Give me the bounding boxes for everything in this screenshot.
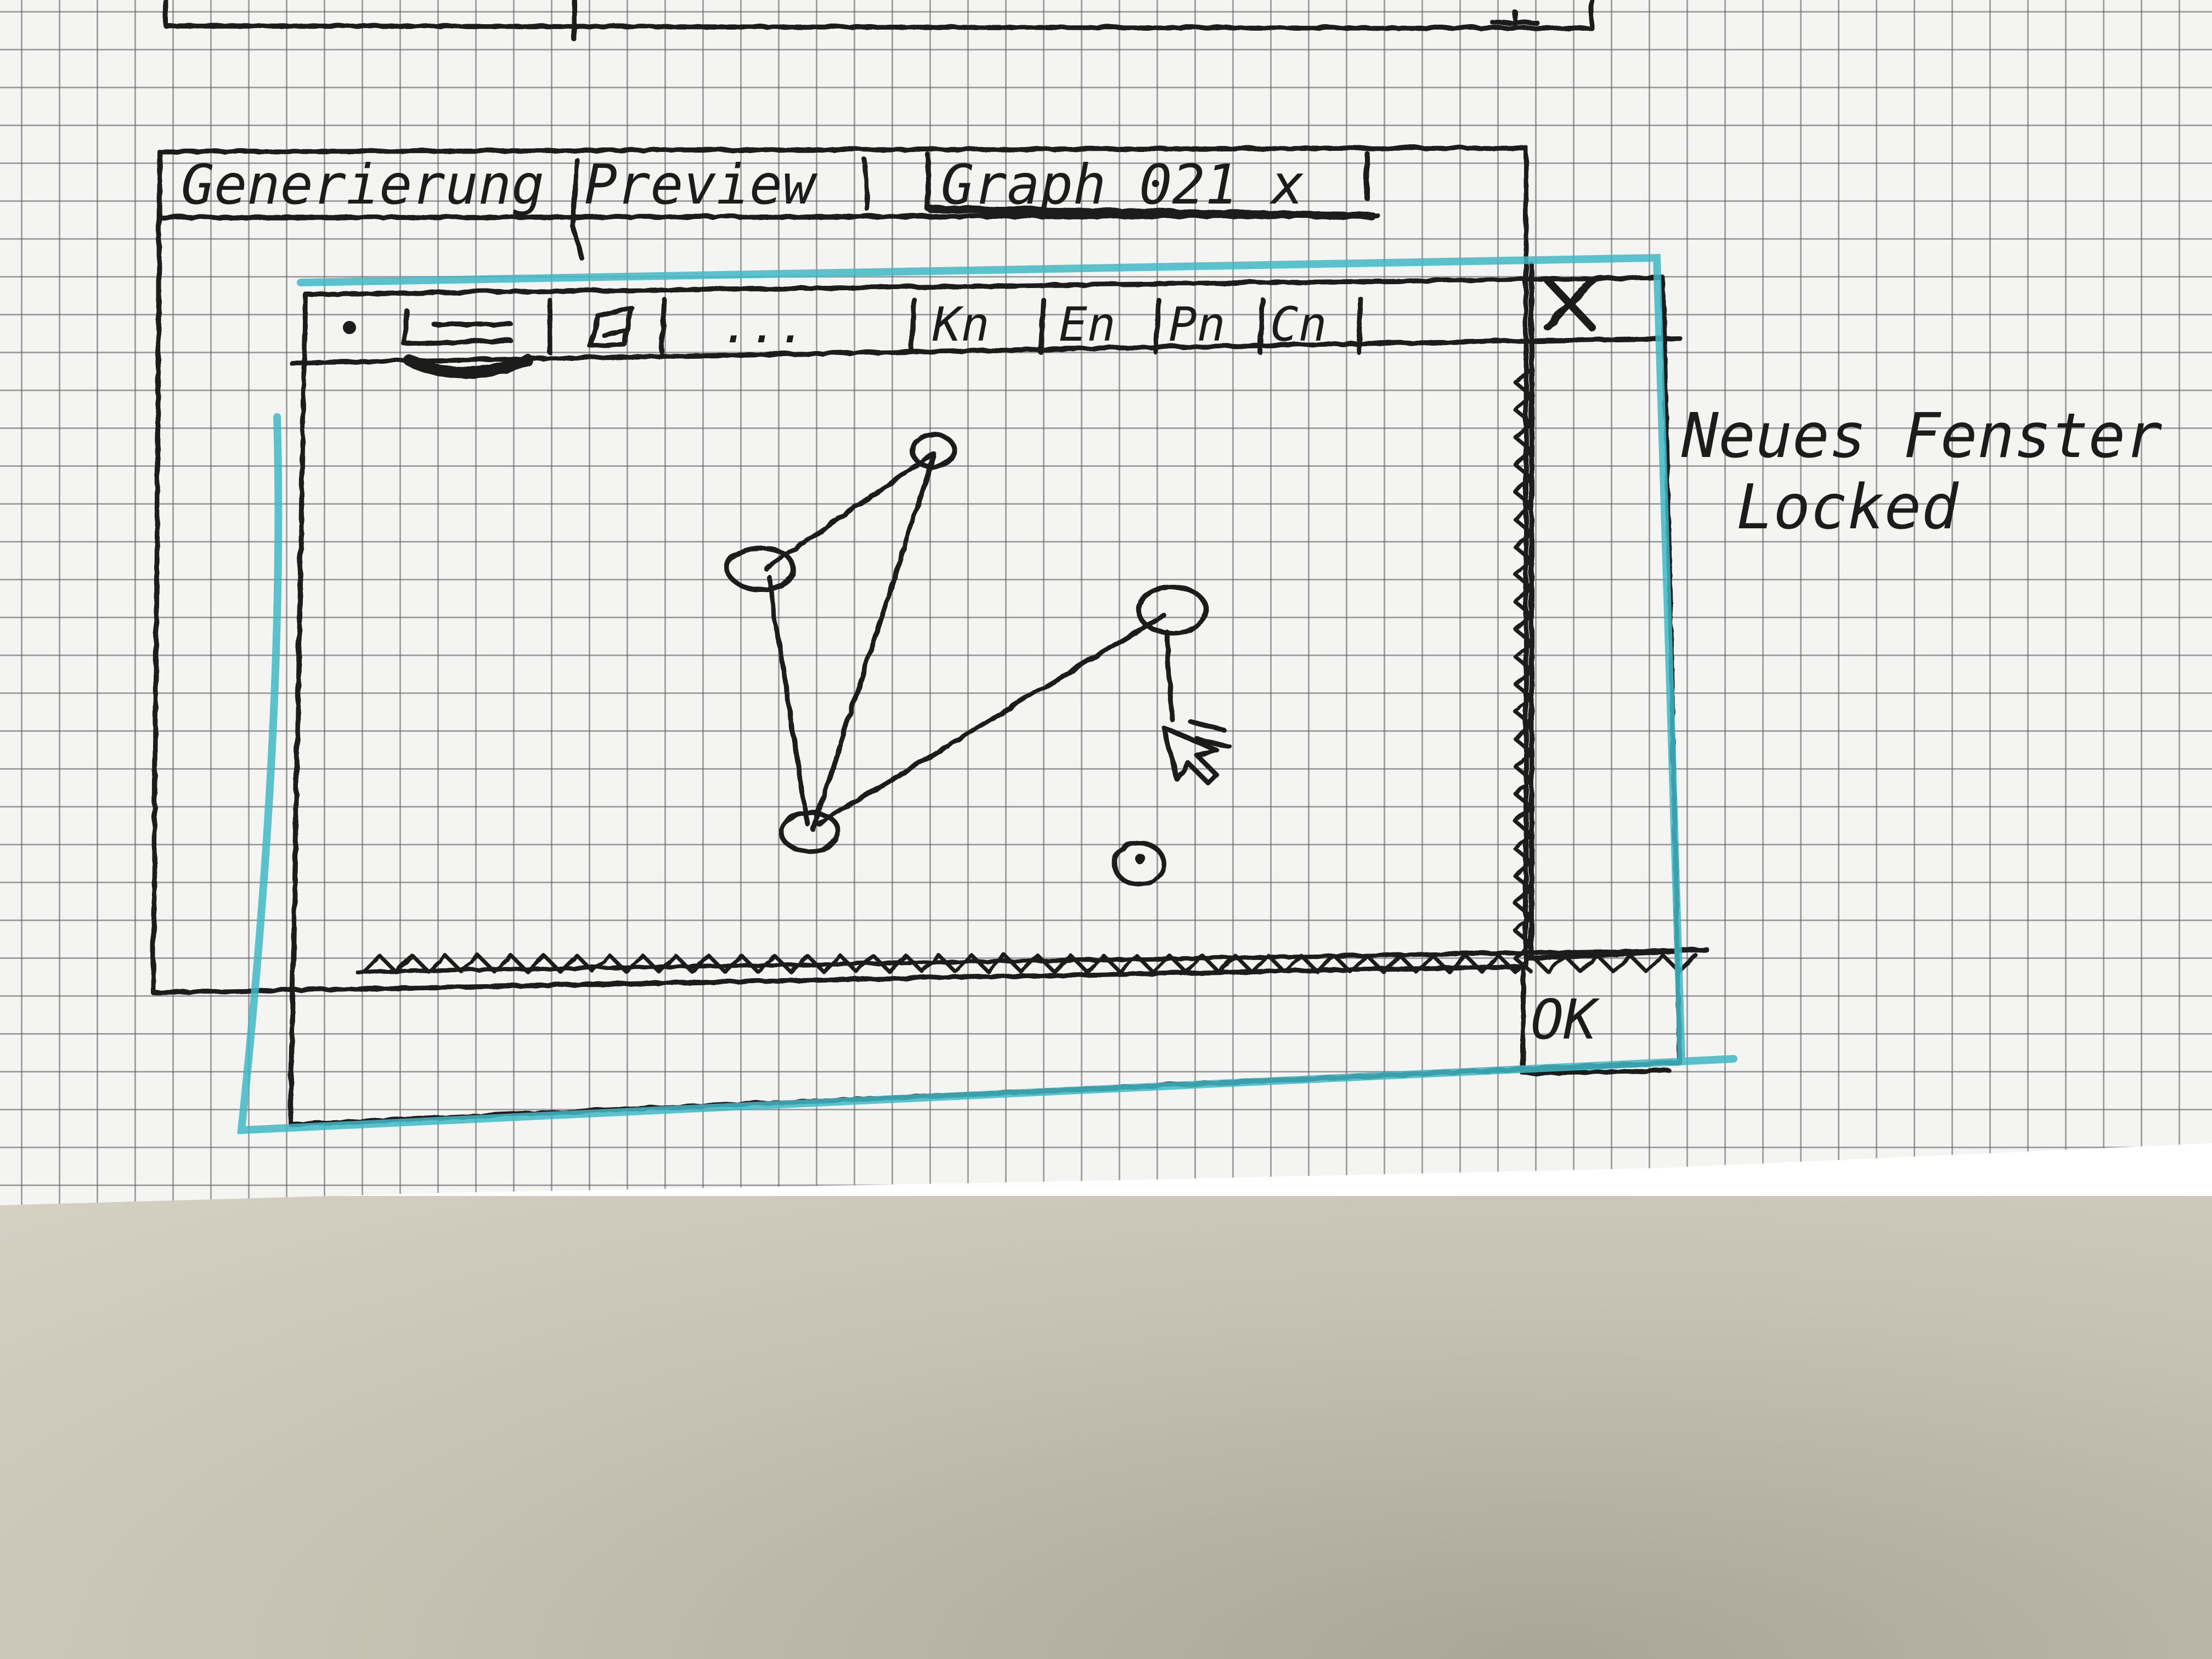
close-icon xyxy=(1543,276,1595,330)
highlight-outline xyxy=(237,253,1686,1135)
mode-en[interactable]: En xyxy=(1059,297,1116,352)
toolbar-overflow[interactable]: ... xyxy=(721,299,807,354)
dot-icon[interactable] xyxy=(343,321,356,334)
cursor-icon xyxy=(1160,719,1232,785)
note-locked: Locked xyxy=(1736,472,1959,543)
previous-frame-edge xyxy=(162,0,1594,30)
tab-preview[interactable]: Preview xyxy=(584,153,816,217)
graph-node xyxy=(724,544,795,591)
mode-cn[interactable]: Cn xyxy=(1270,297,1327,352)
graph-edge xyxy=(763,450,935,571)
graph-edge xyxy=(809,453,935,831)
close-button[interactable] xyxy=(1536,274,1602,335)
line-tool-selected-mark xyxy=(403,353,533,378)
graph-edge xyxy=(815,612,1166,826)
graph-node xyxy=(777,809,841,853)
ok-button[interactable]: OK xyxy=(1531,988,1597,1052)
active-tab-underline xyxy=(926,205,1375,219)
tab-divider-1 xyxy=(569,156,584,261)
eraser-icon xyxy=(587,304,634,348)
graph-edge xyxy=(1163,628,1174,721)
graph-node-center-dot xyxy=(1135,853,1146,864)
ok-button-bottom-line xyxy=(1520,1067,1671,1075)
previous-scroll-mark xyxy=(1489,8,1539,27)
tab-graph-021[interactable]: Graph_021 x xyxy=(941,153,1305,217)
grid-paper xyxy=(0,0,2212,1206)
mode-kn[interactable]: Kn xyxy=(933,297,990,352)
note-new-window: Neues Fenster xyxy=(1681,400,2163,472)
dialog-frame xyxy=(287,274,1681,1126)
tab-divider-2 xyxy=(861,156,870,211)
vertical-scrollbar xyxy=(1512,365,1533,973)
graph-node-free xyxy=(1111,839,1166,887)
horizontal-scrollbar xyxy=(360,952,1697,973)
tab-generierung[interactable]: Generierung xyxy=(181,153,545,217)
graph-node xyxy=(909,431,956,469)
graph-edge xyxy=(765,573,809,826)
line-tool-icon xyxy=(400,307,513,346)
mode-pn[interactable]: Pn xyxy=(1169,297,1226,352)
graph-node xyxy=(1135,583,1208,635)
horizontal-scroll-track xyxy=(354,947,1703,973)
